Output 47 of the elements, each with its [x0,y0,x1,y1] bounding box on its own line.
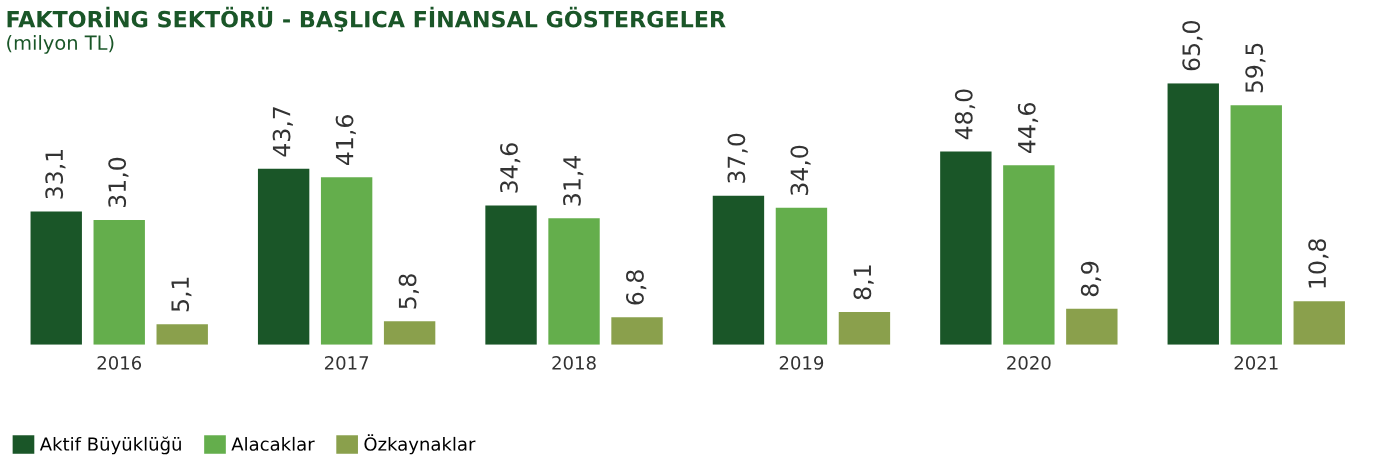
data-label: 48,0 [954,89,976,140]
data-label: 37,0 [727,133,748,183]
data-label: 5,1 [171,277,192,312]
bar [383,321,436,345]
bar [257,168,310,345]
bar [1066,308,1118,345]
legend-label: Aktif Büyüklüğü [39,436,181,455]
data-label: 43,7 [272,107,293,157]
bar [940,151,992,345]
data-label: 44,6 [1017,103,1039,153]
data-label: 31,4 [563,155,584,206]
legend-label: Alacaklar [231,436,315,451]
data-label: 10,8 [1308,239,1329,288]
data-label: 59,5 [1245,43,1266,93]
bar [156,324,208,345]
bar [1167,83,1219,345]
data-label: 33,1 [45,149,66,199]
bar [1003,165,1055,345]
x-tick-label: 2017 [324,356,369,370]
bar [548,218,600,345]
data-label: 8,1 [853,265,874,300]
data-label: 6,8 [626,270,647,305]
x-tick-label: 2018 [552,356,596,370]
bar [838,312,891,345]
x-tick-label: 2020 [1007,356,1051,370]
x-tick-label: 2016 [97,356,142,370]
bar [611,317,663,345]
chart-title: FAKTORİNG SEKTÖRÜ - BAŞLICA FİNANSAL GÖSTERGELER [7,6,726,32]
bar [712,195,765,345]
bar [1230,105,1282,345]
data-label: 41,6 [335,115,356,166]
data-label: 8,9 [1080,261,1102,297]
bar [93,219,145,345]
bar [320,177,373,345]
bar [775,207,828,345]
data-label: 65,0 [1182,21,1203,71]
data-label: 34,6 [500,143,521,193]
data-label: 5,8 [398,274,419,309]
bar [1293,301,1345,345]
data-label: 31,0 [108,157,129,208]
bar [30,211,82,345]
legend-label: Özkaynaklar [364,434,476,455]
bar [485,205,537,345]
data-label: 34,0 [790,145,811,195]
x-tick-label: 2019 [779,356,824,370]
chart-subtitle: (milyon TL) [7,35,114,54]
x-tick-label: 2021 [1234,356,1278,370]
